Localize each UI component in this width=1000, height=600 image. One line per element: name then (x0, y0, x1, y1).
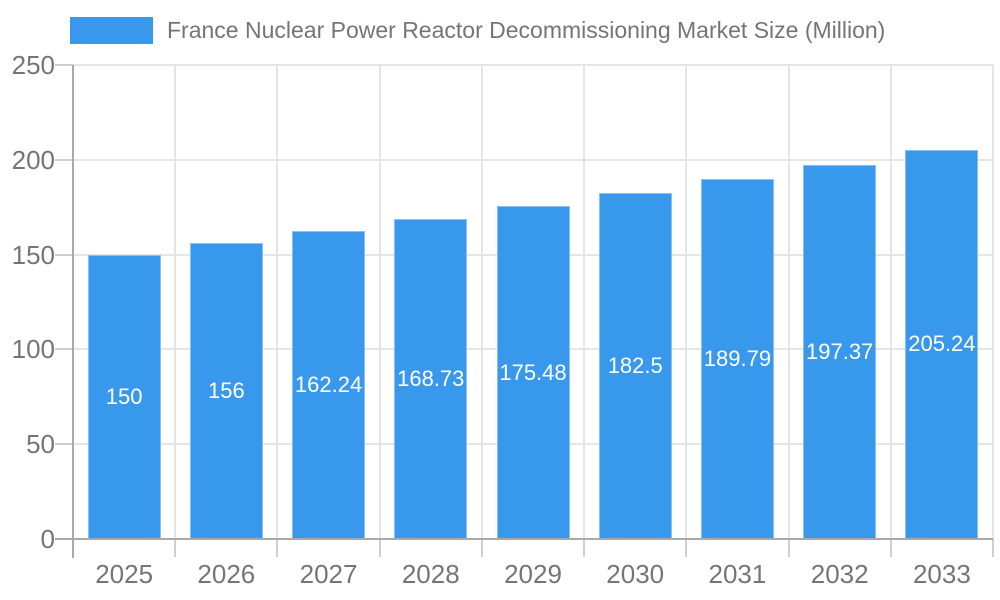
x-gridline (583, 65, 586, 539)
y-axis-tick (55, 443, 73, 446)
y-gridline (73, 64, 993, 66)
bar-value-label: 175.48 (499, 359, 567, 385)
bar-2027[interactable] (292, 231, 366, 539)
x-gridline (889, 65, 892, 539)
x-gridline (480, 65, 483, 539)
bar-value-label: 162.24 (294, 372, 363, 398)
x-axis-tick (276, 539, 279, 557)
legend-swatch-icon (70, 17, 153, 44)
bar-value-label: 156 (207, 378, 245, 404)
bar-2033[interactable] (905, 149, 979, 539)
x-gridline (378, 65, 381, 539)
y-axis-tick-label: 200 (11, 144, 55, 175)
x-gridline (787, 65, 790, 539)
x-gridline (276, 65, 279, 539)
x-gridline (174, 65, 177, 539)
y-axis-tick-label: 0 (40, 524, 55, 554)
x-axis-category-label: 2027 (299, 559, 358, 589)
x-axis-tick (583, 539, 586, 557)
y-axis-tick-label: 50 (26, 429, 55, 460)
bar-2031[interactable] (700, 179, 774, 539)
bar-value-label: 197.37 (806, 338, 874, 364)
x-axis-tick (685, 539, 688, 557)
bar-value-label: 205.24 (908, 331, 976, 357)
bar-2028[interactable] (394, 219, 468, 539)
x-axis-tick (480, 539, 483, 557)
bar-2030[interactable] (598, 192, 672, 539)
y-axis-tick (55, 348, 73, 351)
x-axis-tick (889, 539, 892, 557)
x-axis-tick (992, 539, 994, 557)
x-axis-line (55, 538, 993, 540)
bar-value-label: 168.73 (397, 366, 465, 392)
y-axis-line (72, 65, 74, 558)
y-axis-tick (55, 253, 73, 256)
y-axis-tick-label: 100 (11, 334, 55, 365)
y-gridline (73, 158, 993, 161)
bar-2026[interactable] (189, 243, 263, 539)
x-axis-tick (787, 539, 790, 557)
y-axis-tick (55, 64, 73, 66)
x-axis-category-label: 2031 (708, 559, 767, 589)
x-axis-category-label: 2029 (504, 559, 562, 589)
chart-legend: France Nuclear Power Reactor Decommissio… (70, 16, 885, 45)
x-axis-category-label: 2033 (912, 559, 971, 589)
y-axis-tick (55, 158, 73, 161)
bar-value-label: 182.5 (607, 352, 663, 378)
bar-value-label: 189.79 (703, 346, 772, 372)
y-axis-tick-label: 250 (11, 50, 55, 80)
bar-value-label: 150 (105, 383, 143, 409)
x-axis-tick (378, 539, 381, 557)
x-axis-category-label: 2028 (401, 559, 460, 589)
x-gridline (992, 65, 994, 539)
chart-title: France Nuclear Power Reactor Decommissio… (167, 17, 886, 43)
x-gridline (685, 65, 688, 539)
bar-2025[interactable] (87, 254, 161, 539)
y-axis-tick-label: 150 (11, 239, 55, 270)
bar-2032[interactable] (803, 164, 877, 539)
x-axis-category-label: 2026 (197, 559, 256, 589)
x-axis-tick (174, 539, 177, 557)
x-axis-category-label: 2025 (95, 559, 154, 589)
x-axis-category-label: 2032 (810, 559, 869, 589)
x-axis-category-label: 2030 (606, 559, 665, 589)
bar-2029[interactable] (496, 206, 570, 539)
